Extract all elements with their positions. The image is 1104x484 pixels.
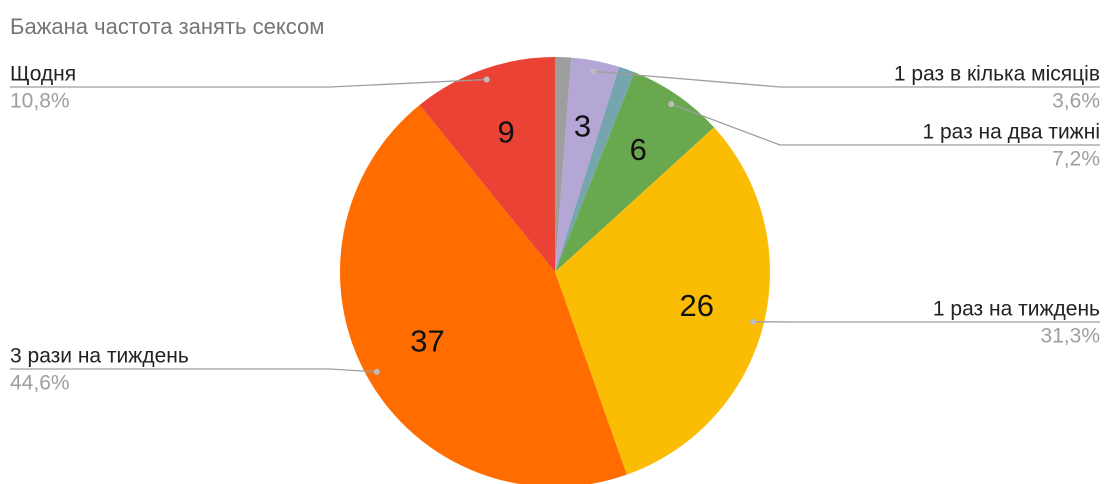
- leader-line: [10, 368, 377, 373]
- pie-slice: [555, 66, 635, 273]
- leader-dot: [483, 76, 490, 83]
- legend-percent: 3,6%: [1052, 90, 1100, 113]
- legend-name: 1 раз на тиждень: [933, 298, 1100, 321]
- pie-slice: [340, 104, 627, 484]
- legend-percent: 7,2%: [1052, 148, 1100, 171]
- pie-slice: [555, 72, 715, 273]
- leader-dot: [750, 318, 757, 325]
- legend-name: Щодня: [10, 63, 76, 86]
- legend-name: 1 раз в кілька місяців: [894, 63, 1100, 86]
- slice-value: 9: [498, 114, 515, 149]
- pie-slice: [419, 57, 555, 272]
- slice-value: 37: [410, 324, 444, 359]
- slice-value: 6: [630, 132, 647, 167]
- pie-slice: [555, 57, 620, 272]
- slice-value: 3: [574, 109, 591, 144]
- legend-percent: 31,3%: [1040, 325, 1100, 348]
- leader-dot: [590, 68, 597, 75]
- leader-dot: [373, 368, 380, 375]
- chart-title: Бажана частота занять сексом: [10, 14, 324, 39]
- pie-slice: [555, 127, 770, 475]
- leader-line: [10, 78, 487, 88]
- legend-name: 1 раз на два тижні: [922, 121, 1100, 144]
- slice-value: 26: [680, 288, 714, 323]
- leader-line: [671, 103, 1100, 146]
- leader-line: [593, 70, 1100, 88]
- leader-dot: [668, 101, 675, 108]
- legend-name: 3 рази на тиждень: [10, 345, 189, 368]
- legend-percent: 44,6%: [10, 372, 70, 395]
- legend-percent: 10,8%: [10, 90, 70, 113]
- pie-slice: [555, 57, 572, 272]
